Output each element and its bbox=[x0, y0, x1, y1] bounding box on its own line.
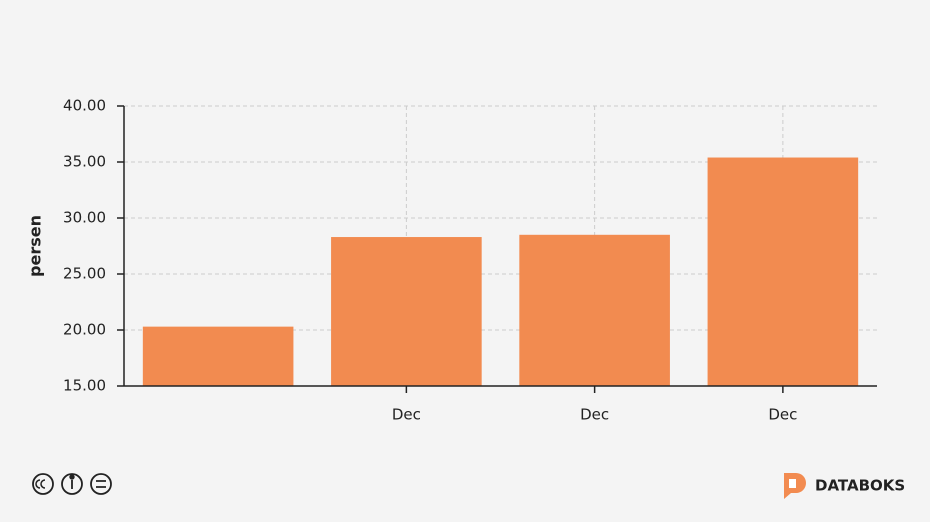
y-tick-label: 30.00 bbox=[63, 209, 106, 227]
y-tick-label: 25.00 bbox=[63, 265, 106, 283]
x-tick-label: Dec bbox=[768, 406, 797, 424]
bar bbox=[331, 237, 482, 386]
plot-area: 15.00 20.00 25.00 30.00 35.00 40.00 Dec Dec Dec bbox=[63, 97, 877, 424]
bar bbox=[142, 326, 294, 386]
y-tick-label: 40.00 bbox=[63, 97, 106, 115]
y-tick-label: 15.00 bbox=[63, 377, 106, 395]
y-tick-label: 35.00 bbox=[63, 153, 106, 171]
bar bbox=[707, 157, 859, 386]
brand-logo: DATABOKS bbox=[784, 473, 905, 499]
y-tick-label: 20.00 bbox=[63, 321, 106, 339]
bar bbox=[519, 234, 670, 386]
brand-name: DATABOKS bbox=[815, 477, 905, 495]
x-tick-label: Dec bbox=[580, 406, 609, 424]
y-axis-label: persen bbox=[26, 215, 45, 277]
license-icons bbox=[32, 473, 112, 495]
x-tick-label: Dec bbox=[392, 406, 421, 424]
